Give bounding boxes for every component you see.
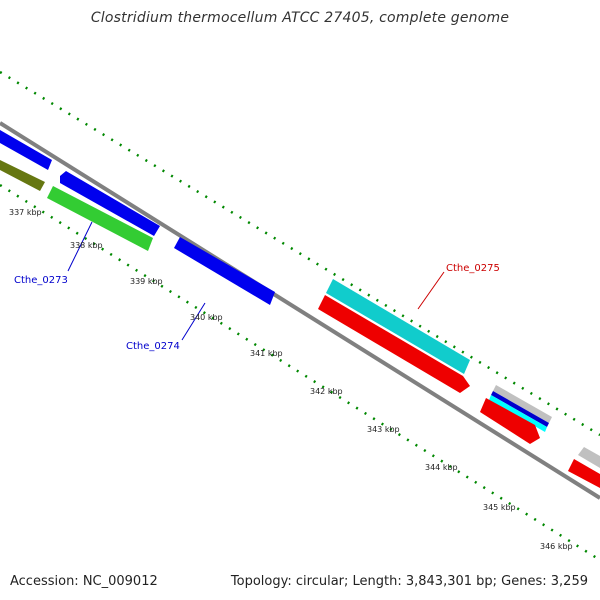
- gene-multi-grey[interactable]: [493, 385, 552, 423]
- inner-strand-genes: [0, 160, 600, 488]
- tick-label: 343 kbp: [367, 425, 400, 434]
- genome-stats: Topology: circular; Length: 3,843,301 bp…: [230, 574, 588, 589]
- gene-green-cthe-0273[interactable]: [47, 186, 153, 251]
- gene-blue-1[interactable]: [0, 130, 52, 170]
- outer-scale-dots: [0, 70, 600, 437]
- outer-strand-genes: [0, 130, 600, 468]
- gene-label-cthe-0275[interactable]: Cthe_0275: [446, 263, 500, 274]
- gene-grey-right[interactable]: [578, 447, 600, 468]
- tick-label: 339 kbp: [130, 277, 163, 286]
- leader-cthe-0275: [417, 271, 445, 310]
- map-title: Clostridium thermocellum ATCC 27405, com…: [90, 10, 510, 26]
- tick-label: 338 kbp: [70, 241, 103, 250]
- accession-label: Accession: NC_009012: [10, 574, 158, 589]
- gene-multi-blue[interactable]: [491, 391, 549, 427]
- gene-red-1[interactable]: [318, 295, 470, 393]
- leader-cthe-0273: [67, 221, 93, 272]
- tick-label: 345 kbp: [483, 503, 516, 512]
- tick-label: 344 kbp: [425, 463, 458, 472]
- tick-label: 337 kbp: [9, 208, 42, 217]
- gene-label-cthe-0273[interactable]: Cthe_0273: [14, 275, 68, 286]
- leader-cthe-0274: [181, 302, 206, 341]
- tick-label: 340 kbp: [190, 313, 223, 322]
- gene-blue-3[interactable]: [174, 237, 275, 305]
- gene-red-3[interactable]: [568, 459, 600, 488]
- genome-backbone: [0, 121, 600, 500]
- gene-red-2[interactable]: [480, 398, 540, 444]
- gene-olive[interactable]: [0, 160, 45, 191]
- gene-multi-cyan[interactable]: [489, 395, 547, 432]
- tick-label: 341 kbp: [250, 349, 283, 358]
- tick-label: 346 kbp: [540, 542, 573, 551]
- gene-label-cthe-0274[interactable]: Cthe_0274: [126, 341, 180, 352]
- tick-label: 342 kbp: [310, 387, 343, 396]
- gene-cyan-cthe-0275[interactable]: [326, 279, 470, 374]
- gene-blue-2[interactable]: [60, 171, 160, 236]
- tick-labels: 337 kbp 338 kbp 339 kbp 340 kbp 341 kbp …: [9, 208, 573, 551]
